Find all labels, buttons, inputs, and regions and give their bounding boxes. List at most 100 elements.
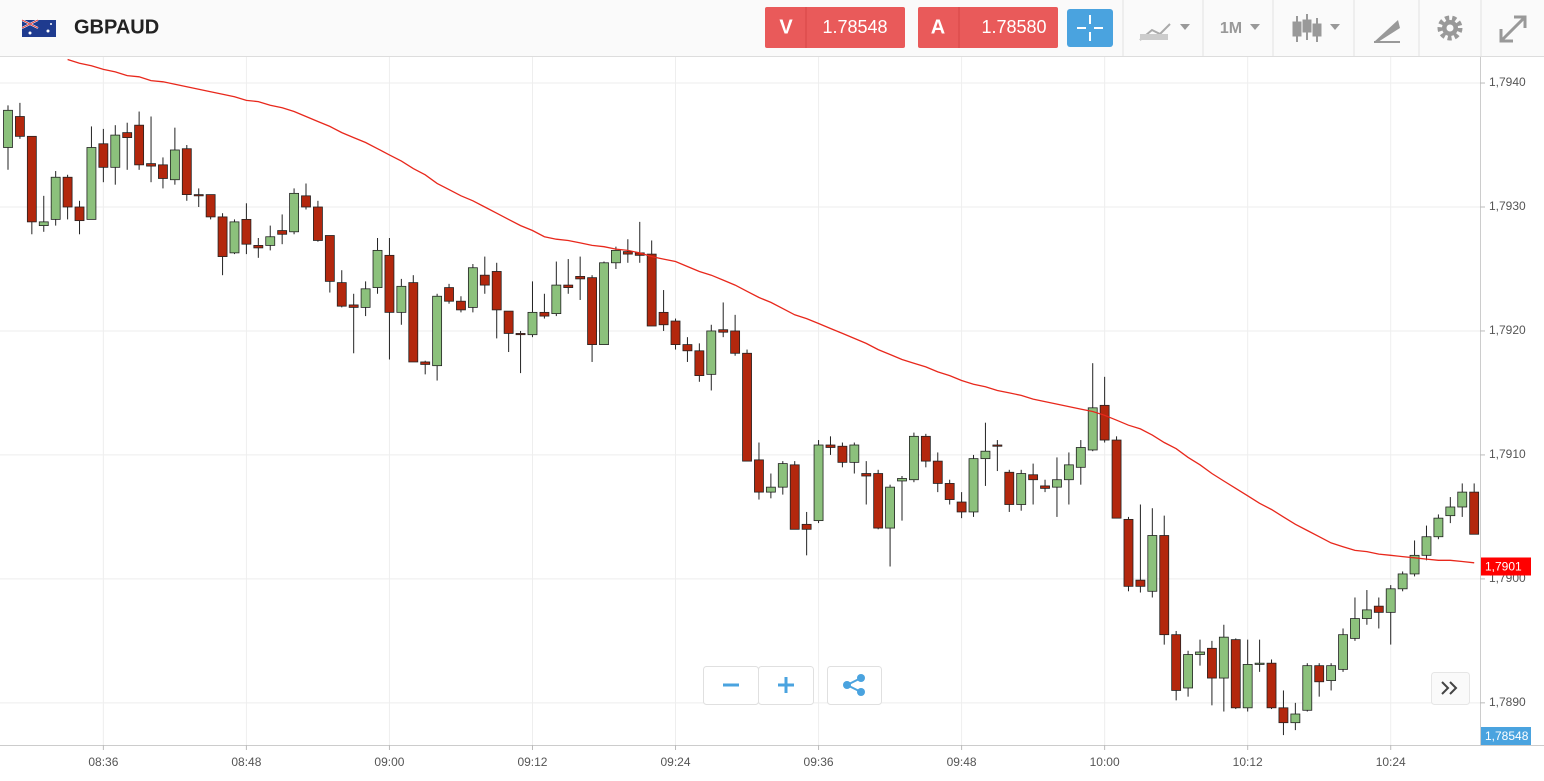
candle-body [265, 236, 276, 246]
candle-body [289, 192, 299, 233]
candle-body [1397, 573, 1408, 590]
fullscreen-button[interactable] [1499, 15, 1527, 43]
candle-body [503, 310, 514, 334]
candle-body [754, 459, 764, 493]
candle-body [694, 350, 705, 376]
candle-body [420, 361, 431, 365]
candle-body [1159, 535, 1170, 636]
candle-body [1075, 447, 1086, 468]
buy-button[interactable]: A 1.78580 [918, 7, 1058, 48]
zoom-out-button[interactable] [703, 666, 759, 705]
candle-body [146, 163, 156, 167]
candle-body [74, 206, 85, 222]
candle-body [1385, 588, 1396, 613]
candle-body [932, 460, 943, 484]
candle-body [1183, 654, 1193, 689]
plot-area [3, 58, 1480, 736]
sell-button[interactable]: V 1.78548 [765, 7, 905, 48]
candle-body [360, 288, 371, 308]
candle-body [169, 149, 180, 181]
flag-icon [21, 19, 56, 37]
candle-body [372, 249, 383, 288]
x-tick-label: 10:24 [1376, 755, 1406, 769]
candle-type-button[interactable] [1292, 14, 1340, 42]
x-tick-label: 08:36 [88, 755, 118, 769]
candle-body [467, 267, 478, 308]
price-tag: 1,7901 [1481, 557, 1531, 576]
candle-body [670, 320, 681, 345]
candle-body [444, 287, 454, 302]
candle-body [765, 486, 776, 493]
candle-body [587, 277, 597, 345]
candle-body [992, 444, 1003, 447]
candle-body [110, 134, 121, 168]
y-tick-label: 1,7910 [1489, 447, 1526, 461]
draw-tool-button[interactable] [1374, 20, 1400, 43]
candle-body [789, 464, 800, 530]
candle-body [956, 501, 967, 513]
grid [0, 57, 1480, 745]
candle-body [217, 216, 228, 257]
price-tag-label: 1,78548 [1485, 729, 1529, 743]
candle-body [479, 274, 490, 286]
candle-body [813, 444, 824, 522]
candle-body [563, 284, 574, 288]
settings-button[interactable] [1437, 15, 1463, 41]
timeframe: 1M [1220, 20, 1242, 37]
candle-body [551, 284, 562, 315]
scroll-end-button[interactable] [1431, 672, 1470, 705]
candle-body [646, 253, 657, 327]
candle-body [742, 352, 752, 462]
candle-body [122, 132, 133, 138]
crosshair-button[interactable] [1067, 9, 1113, 47]
candle-body [1218, 636, 1229, 679]
candle-body [1445, 506, 1456, 517]
candle-body [62, 176, 73, 208]
candle-body [277, 230, 288, 235]
candle-body [1242, 664, 1253, 709]
axes: 1,78901,79001,79101,79201,79301,794008:3… [88, 75, 1531, 769]
candle-body [920, 435, 931, 462]
candle-body [849, 444, 860, 463]
candle-body [1338, 634, 1348, 670]
candle-body [229, 221, 240, 254]
chart-type-button[interactable] [1139, 23, 1190, 41]
candle-body [396, 285, 407, 313]
candle-body [1254, 662, 1265, 665]
x-tick-label: 09:48 [947, 755, 977, 769]
candle-body [1457, 491, 1468, 508]
candle-body [527, 311, 538, 336]
candle-body [1063, 464, 1074, 481]
candle-body [1099, 404, 1110, 441]
candle-body [384, 254, 395, 313]
candle-body [1373, 605, 1384, 613]
price-tag-label: 1,7901 [1485, 560, 1522, 574]
price-tag: 1,78548 [1481, 727, 1531, 745]
buy-price: 1.78580 [981, 17, 1046, 37]
candle-body [1207, 647, 1217, 679]
candle-body [1266, 662, 1277, 709]
candle-body [50, 176, 61, 220]
candle-body [86, 147, 97, 220]
candle-body [241, 218, 252, 245]
x-tick-label: 09:24 [661, 755, 691, 769]
candle-body [1302, 665, 1313, 711]
candle-body [38, 221, 49, 226]
candle-body [1314, 665, 1325, 683]
timeframe-button[interactable]: 1M [1220, 20, 1260, 37]
candle-body [98, 143, 109, 168]
candle-body [777, 463, 788, 488]
candle-body [622, 251, 633, 255]
candle-body [682, 344, 693, 352]
candle-body [658, 311, 669, 326]
candle-body [1290, 713, 1301, 724]
candle-body [539, 311, 550, 317]
price-tag-box [1481, 557, 1531, 576]
candle-body [718, 329, 729, 333]
share-button[interactable] [827, 666, 882, 705]
candle-body [897, 478, 907, 482]
candle-body [1469, 491, 1480, 535]
candle-body [1350, 618, 1360, 639]
zoom-in-button[interactable] [758, 666, 814, 705]
